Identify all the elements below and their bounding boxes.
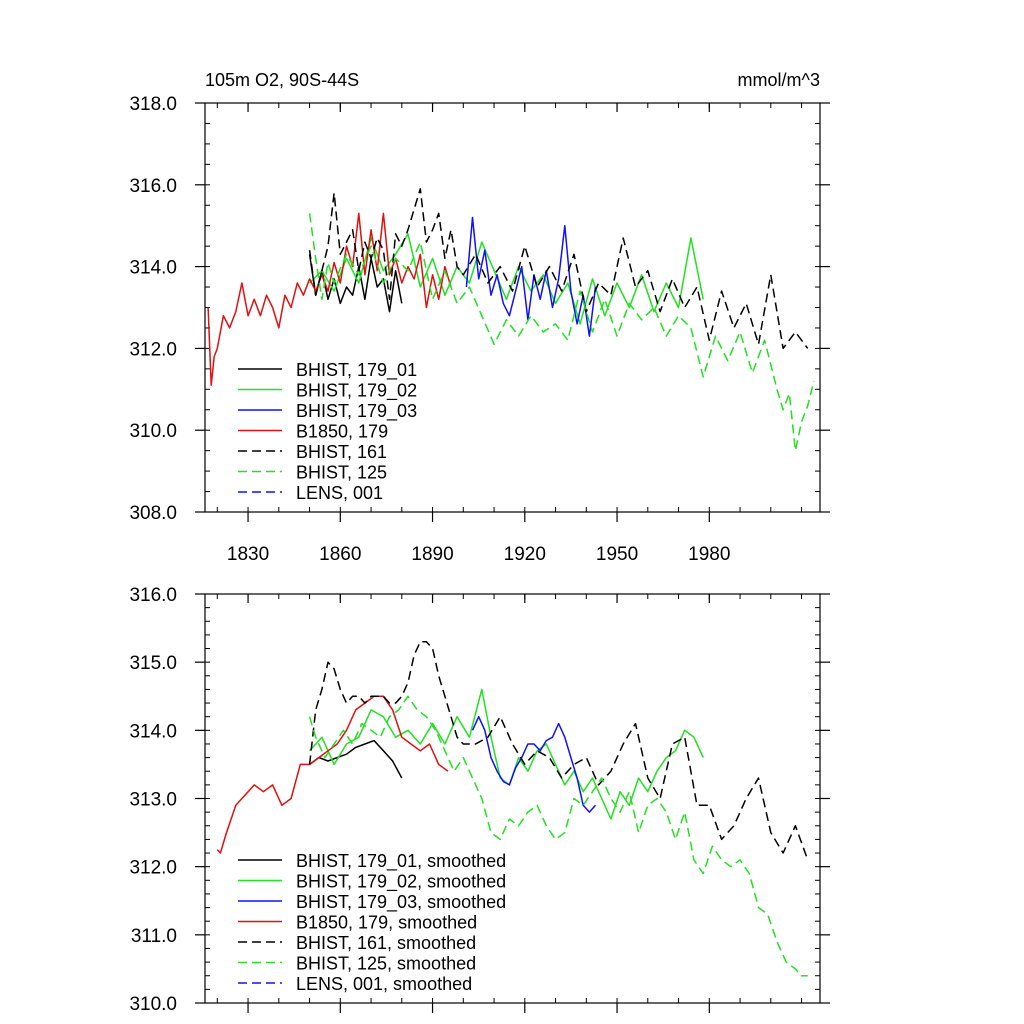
top-y-tick-label: 316.0 — [129, 176, 177, 197]
bottom-legend-label: BHIST, 179_02, smoothed — [296, 872, 506, 893]
bottom-series-line-5 — [308, 640, 809, 861]
top-plot-panel: 1830 1860 1890 1920 1950 1980 308.0 310.0 312.0 3… — [129, 94, 830, 565]
bottom-series-line-1 — [309, 739, 403, 779]
bottom-legend-label: BHIST, 125, smoothed — [296, 954, 476, 974]
top-x-tick-label: 1950 — [596, 544, 638, 565]
bottom-series-line-3 — [471, 715, 597, 813]
bottom-legend-label: BHIST, 161, smoothed — [296, 933, 476, 953]
bottom-series-line-4 — [216, 695, 449, 854]
top-legend-label: BHIST, 161 — [296, 442, 387, 462]
bottom-y-tick-label: 313.0 — [129, 790, 177, 811]
top-y-tick-label: 310.0 — [129, 421, 177, 442]
top-x-tick-label: 1920 — [504, 544, 546, 565]
bottom-y-tick-label: 316.0 — [129, 585, 177, 606]
bottom-series-line-2 — [309, 688, 704, 820]
top-series-line-2 — [309, 233, 704, 325]
top-legend-label: BHIST, 179_02 — [296, 381, 417, 402]
top-series-line-3 — [465, 216, 597, 337]
bottom-legend-label: BHIST, 179_01, smoothed — [296, 851, 506, 872]
top-x-tick-label: 1830 — [227, 544, 269, 565]
top-x-tick-label: 1860 — [319, 544, 361, 565]
top-legend-label: B1850, 179 — [296, 422, 388, 442]
top-chart-units: mmol/m^3 — [738, 70, 820, 90]
top-x-tick-label: 1890 — [411, 544, 453, 565]
bottom-plot-panel: 310.0 311.0 312.0 313.0 314.0 315.0 316.0 BHIST… — [129, 585, 830, 1015]
bottom-series-line-6 — [308, 695, 808, 977]
top-chart-title: 105m O2, 90S-44S — [205, 70, 359, 90]
bottom-legend-label: B1850, 179, smoothed — [296, 913, 477, 933]
top-series-line-5 — [308, 188, 809, 350]
top-legend-label: BHIST, 179_03 — [296, 401, 417, 422]
bottom-y-tick-label: 315.0 — [129, 653, 177, 674]
bottom-y-tick-label: 311.0 — [131, 926, 177, 947]
top-y-tick-label: 308.0 — [129, 503, 177, 524]
bottom-y-tick-label: 312.0 — [129, 858, 177, 879]
top-series-line-6 — [308, 213, 815, 452]
bottom-y-tick-label: 310.0 — [129, 994, 177, 1015]
top-y-tick-label: 318.0 — [129, 94, 177, 115]
bottom-y-tick-label: 314.0 — [129, 721, 177, 742]
top-y-tick-label: 312.0 — [129, 339, 177, 360]
top-x-tick-label: 1980 — [688, 544, 730, 565]
top-legend-label: BHIST, 125 — [296, 463, 387, 483]
top-legend-label: BHIST, 179_01 — [296, 360, 417, 381]
bottom-legend-label: LENS, 001, smoothed — [296, 974, 472, 994]
bottom-legend-label: BHIST, 179_03, smoothed — [296, 892, 506, 913]
top-legend-label: LENS, 001 — [296, 483, 383, 503]
top-y-tick-label: 314.0 — [129, 258, 177, 279]
